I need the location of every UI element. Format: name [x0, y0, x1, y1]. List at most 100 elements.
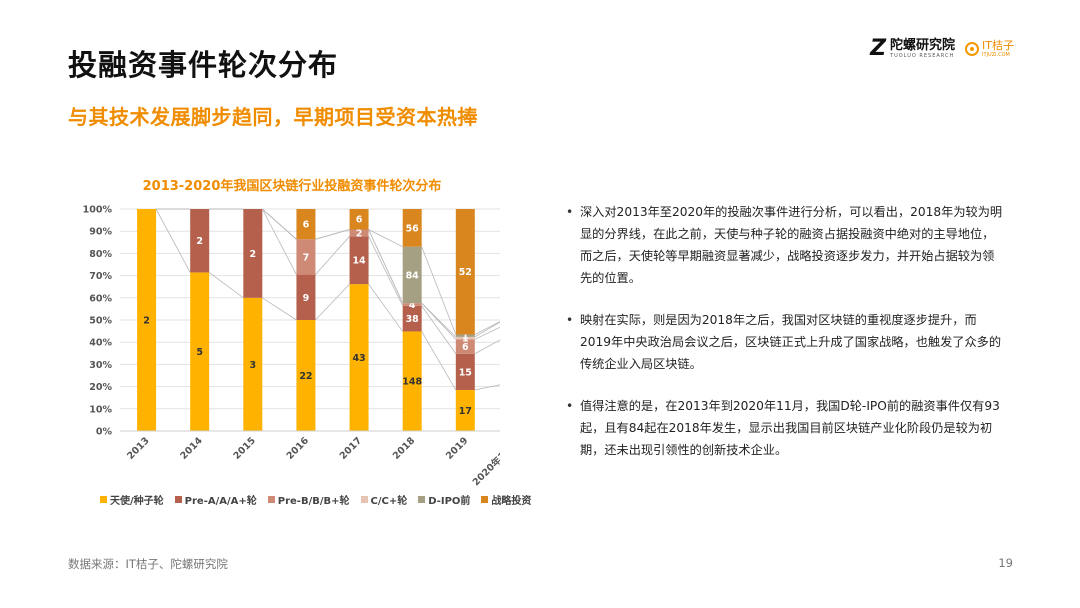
legend-swatch: [360, 496, 368, 503]
legend-swatch: [267, 496, 275, 503]
bar-segment: [455, 336, 475, 340]
data-label: 17: [459, 406, 472, 417]
bar-segment: [296, 209, 316, 240]
legend-item: D-IPO前: [418, 492, 470, 507]
bar-segment: [349, 229, 369, 237]
tuoluo-logo-icon: Z: [870, 36, 887, 61]
series-connector: [474, 326, 500, 340]
y-tick-label: 90%: [89, 227, 112, 238]
y-tick-label: 80%: [89, 249, 112, 260]
data-label: 2: [196, 236, 203, 247]
bar-segment: [190, 272, 210, 431]
series-connector: [421, 246, 457, 335]
series-connector: [315, 236, 350, 275]
analysis-bullets: 深入对2013年至2020年的投融次事件进行分析，可以看出，2018年为较为明显…: [566, 201, 1006, 481]
data-label: 1: [462, 334, 469, 345]
stacked-bar-chart: 0%10%20%30%40%50%60%70%80%90%100%2201352…: [83, 205, 500, 486]
bar-segment: [349, 284, 369, 431]
legend-item: Pre-B/B/B+轮: [267, 492, 350, 507]
data-label: 7: [303, 252, 310, 263]
page-title: 投融资事件轮次分布: [68, 48, 339, 82]
data-label: 5: [196, 347, 203, 358]
bar-segment: [455, 389, 475, 431]
data-label: 22: [299, 371, 312, 382]
page-number: 19: [998, 556, 1013, 570]
y-tick-label: 50%: [89, 316, 112, 327]
series-connector: [368, 229, 404, 304]
data-label: 3: [250, 360, 257, 371]
series-connector: [474, 321, 500, 338]
tuoluo-logo: Z 陀螺研究院 TUOLUO RESEARCH: [870, 38, 955, 60]
data-label: 56: [406, 223, 420, 234]
bar-segment: [455, 353, 475, 390]
series-connector: [474, 339, 500, 355]
series-connector: [261, 208, 297, 275]
x-tick-label: 2013: [125, 435, 151, 461]
tuoluo-logo-sub: TUOLUO RESEARCH: [890, 53, 955, 60]
bar-segment: [455, 339, 475, 354]
x-tick-label: 2017: [338, 435, 364, 461]
y-tick-label: 0%: [96, 427, 113, 438]
legend-item: 天使/种子轮: [100, 492, 164, 507]
x-tick-label: 2020年1~11: [470, 435, 500, 486]
data-label: 15: [459, 367, 472, 378]
x-tick-label: 2014: [178, 435, 205, 462]
bar-segment: [402, 331, 422, 431]
y-tick-label: 40%: [89, 338, 112, 349]
data-label: 9: [303, 293, 310, 304]
series-connector: [208, 272, 244, 299]
data-label: 2: [250, 249, 257, 260]
legend-swatch: [100, 496, 107, 503]
bar-segment: [243, 297, 263, 431]
bar-segment: [296, 274, 316, 320]
data-source: 数据来源：IT桔子、陀螺研究院: [68, 557, 228, 571]
legend-swatch: [174, 496, 182, 503]
legend-item: 战略投资: [481, 492, 531, 507]
bar-segment: [402, 303, 422, 306]
chart-legend: 天使/种子轮 Pre-A/A/A+轮 Pre-B/B/B+轮 C/C+轮 D-IPO前 战…: [100, 492, 531, 507]
x-tick-label: 2015: [231, 435, 257, 461]
y-tick-label: 70%: [89, 271, 112, 282]
bar-segment: [190, 209, 210, 273]
data-label: 14: [352, 256, 366, 267]
legend-label: 天使/种子轮: [110, 496, 164, 507]
bar-segment: [455, 334, 475, 337]
data-label: 6: [356, 215, 363, 226]
legend-label: Pre-B/B/B+轮: [277, 496, 350, 507]
data-label: 84: [406, 270, 420, 281]
x-tick-label: 2019: [444, 435, 470, 461]
series-connector: [315, 229, 350, 240]
data-label: 43: [352, 353, 365, 364]
series-connector: [421, 302, 457, 338]
bar-segment: [402, 305, 422, 332]
bar-segment: [402, 246, 422, 304]
itjuzi-logo-sub: ITJUZI.COM: [982, 52, 1010, 59]
series-connector: [262, 297, 297, 321]
data-label: 2: [143, 316, 150, 327]
data-label: 6: [462, 342, 469, 353]
bar-segment: [349, 236, 369, 285]
data-label: 52: [459, 267, 472, 278]
bar-segment: [137, 209, 157, 431]
series-connector: [155, 208, 191, 273]
series-connector: [368, 229, 403, 248]
bar-segment: [296, 239, 316, 275]
data-label: 6: [303, 220, 310, 231]
x-tick-label: 2016: [285, 435, 312, 462]
series-connector: [368, 283, 404, 332]
page-subtitle: 与其技术发展脚步趋同，早期项目受资本热捧: [68, 105, 478, 129]
data-label: 2: [356, 228, 363, 239]
data-label: 148: [402, 377, 422, 388]
y-tick-label: 20%: [89, 382, 112, 393]
x-tick-label: 2018: [391, 435, 418, 462]
chart-title: 2013-2020年我国区块链行业投融资事件轮次分布: [142, 179, 442, 194]
bar-segment: [296, 320, 316, 431]
legend-label: Pre-A/A/A+轮: [184, 496, 257, 507]
analysis-bullet: 映射在实际，则是因为2018年之后，我国对区块链的重视度逐步提升，而2019年中…: [566, 309, 1006, 375]
legend-swatch: [481, 496, 489, 503]
y-tick-label: 60%: [89, 293, 112, 304]
bar-segment: [455, 209, 475, 335]
series-connector: [368, 236, 404, 307]
itjuzi-logo: IT桔子 ITJUZI.COM: [965, 38, 1014, 59]
itjuzi-logo-name: IT桔子: [982, 38, 1014, 52]
